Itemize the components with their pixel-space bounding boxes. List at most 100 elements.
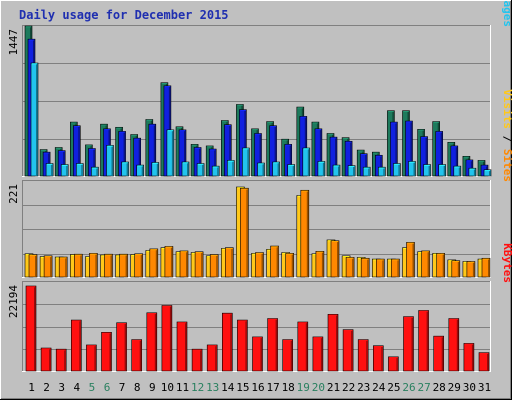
pages-bar-day-24: [377, 166, 386, 177]
day-label-31: 31: [478, 381, 491, 394]
pages-bar-day-26: [408, 161, 416, 177]
day-label-26: 26: [402, 381, 415, 394]
kbytes-bar-day-28: [433, 335, 445, 372]
day-label-21: 21: [327, 381, 340, 394]
legend-kbytes: KBytes: [501, 243, 512, 283]
sites-bar-day-11: [179, 250, 189, 278]
pages-bar-day-23: [362, 166, 371, 177]
pages-bar-day-19: [302, 147, 311, 177]
sites-bar-day-17: [270, 245, 279, 278]
day-label-18: 18: [282, 381, 295, 394]
kbytes-bar-day-2: [40, 347, 52, 372]
pages-bar-day-3: [60, 164, 69, 177]
kbytes-bar-day-23: [357, 339, 369, 372]
pages-bar-day-5: [91, 166, 99, 177]
day-label-7: 7: [119, 381, 126, 394]
legend-pages: Pages: [501, 0, 512, 27]
day-label-1: 1: [28, 381, 35, 394]
hits-files-pages-panel: 1447 Hits / Files / Pages: [7, 0, 512, 177]
day-label-12: 12: [191, 381, 204, 394]
kbytes-bar-day-21: [327, 314, 339, 372]
pages-bar-day-17: [272, 161, 280, 177]
kbytes-bar-day-20: [312, 336, 324, 372]
day-label-6: 6: [104, 381, 111, 394]
sites-bar-day-2: [43, 255, 53, 278]
kbytes-bar-day-17: [267, 318, 278, 372]
day-label-22: 22: [342, 381, 355, 394]
sites-bar-day-21: [330, 240, 340, 278]
day-label-29: 29: [448, 381, 461, 394]
kbytes-bar-day-16: [252, 336, 263, 372]
day-label-11: 11: [176, 381, 189, 394]
day-label-8: 8: [134, 381, 141, 394]
pages-bar-day-28: [438, 164, 447, 177]
kbytes-bar-day-31: [478, 352, 490, 372]
kbytes-bar-day-29: [448, 318, 460, 372]
kbytes-bar-day-26: [403, 316, 414, 372]
pages-bar-day-27: [423, 164, 431, 177]
kbytes-bar-day-13: [206, 344, 218, 372]
svg-text:Visits / Sites: Visits / Sites: [501, 89, 512, 182]
kbytes-bar-day-27: [418, 310, 429, 372]
pages-bar-day-30: [468, 167, 477, 177]
pages-bar-day-25: [393, 163, 401, 177]
sites-bar-day-30: [466, 261, 476, 278]
pages-bar-day-2: [45, 163, 54, 177]
day-label-2: 2: [43, 381, 50, 394]
visits-max-label: 221: [7, 184, 20, 204]
pages-bar-day-21: [332, 164, 341, 177]
visits-sites-panel: 221 Visits / Sites: [7, 89, 512, 278]
sites-bar-day-13: [209, 254, 219, 278]
pages-bar-day-11: [181, 161, 190, 177]
day-label-14: 14: [221, 381, 235, 394]
kbytes-bar-day-25: [388, 356, 399, 372]
sites-bar-day-26: [406, 242, 415, 278]
day-label-28: 28: [433, 381, 446, 394]
sites-bar-day-27: [421, 250, 430, 278]
day-label-3: 3: [58, 381, 65, 394]
day-label-27: 27: [417, 381, 430, 394]
pages-bar-day-10: [166, 129, 175, 177]
day-label-25: 25: [387, 381, 400, 394]
kbytes-bar-day-12: [191, 348, 203, 372]
day-label-20: 20: [312, 381, 325, 394]
kbytes-bar-day-5: [86, 344, 97, 372]
day-label-19: 19: [297, 381, 310, 394]
day-label-24: 24: [372, 381, 386, 394]
sites-bar-day-29: [451, 260, 461, 278]
kbytes-bar-day-11: [176, 321, 188, 372]
pages-bar-day-1: [30, 62, 39, 177]
kbytes-bar-day-8: [131, 339, 142, 372]
day-label-30: 30: [463, 381, 476, 394]
pages-bar-day-7: [121, 161, 129, 177]
legend-visits: Visits: [501, 89, 512, 129]
sites-bar-day-12: [194, 251, 204, 278]
sites-bar-day-19: [300, 189, 310, 278]
kbytes-bar-day-3: [55, 348, 67, 372]
pages-bar-day-22: [347, 165, 356, 177]
kbytes-bar-day-1: [25, 285, 37, 372]
pages-bar-day-29: [453, 165, 462, 177]
kbytes-bar-day-19: [297, 321, 309, 372]
sites-bar-day-18: [285, 253, 295, 278]
sites-bar-day-10: [164, 246, 174, 278]
legend-sites: Sites: [501, 149, 512, 182]
sites-bar-day-22: [345, 257, 355, 278]
chart-title: Daily usage for December 2015: [19, 8, 229, 22]
kbytes-max-label: 22194: [7, 285, 20, 318]
sites-bar-day-4: [74, 253, 83, 278]
day-label-17: 17: [266, 381, 279, 394]
pages-bar-day-13: [211, 165, 220, 177]
kbytes-bar-day-4: [71, 319, 82, 372]
sites-bar-day-1: [28, 254, 38, 278]
kbytes-bar-day-6: [101, 332, 112, 372]
sites-bar-day-14: [225, 247, 234, 278]
sites-bar-day-24: [375, 258, 385, 278]
svg-text:KBytes: KBytes: [501, 243, 512, 283]
hits-max-label: 1447: [7, 29, 20, 56]
pages-bar-day-15: [242, 147, 250, 177]
day-label-5: 5: [89, 381, 96, 394]
svg-text:Hits / Files / Pages: Hits / Files / Pages: [501, 0, 512, 27]
pages-bar-day-20: [317, 161, 326, 177]
